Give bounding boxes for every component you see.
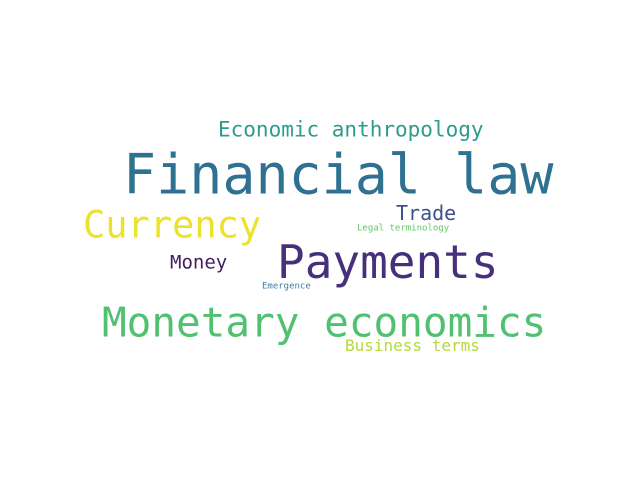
word-legal-terminology: Legal terminology	[357, 223, 450, 234]
word-business-terms: Business terms	[345, 336, 480, 355]
word-monetary-economics: Monetary economics	[102, 298, 547, 347]
word-trade: Trade	[396, 201, 457, 225]
word-payments: Payments	[277, 235, 499, 289]
word-money: Money	[170, 251, 228, 274]
word-economic-anthropology: Economic anthropology	[218, 117, 484, 142]
word-financial-law: Financial law	[123, 142, 554, 207]
word-emergence: Emergence	[262, 281, 311, 292]
word-currency: Currency	[83, 203, 262, 247]
